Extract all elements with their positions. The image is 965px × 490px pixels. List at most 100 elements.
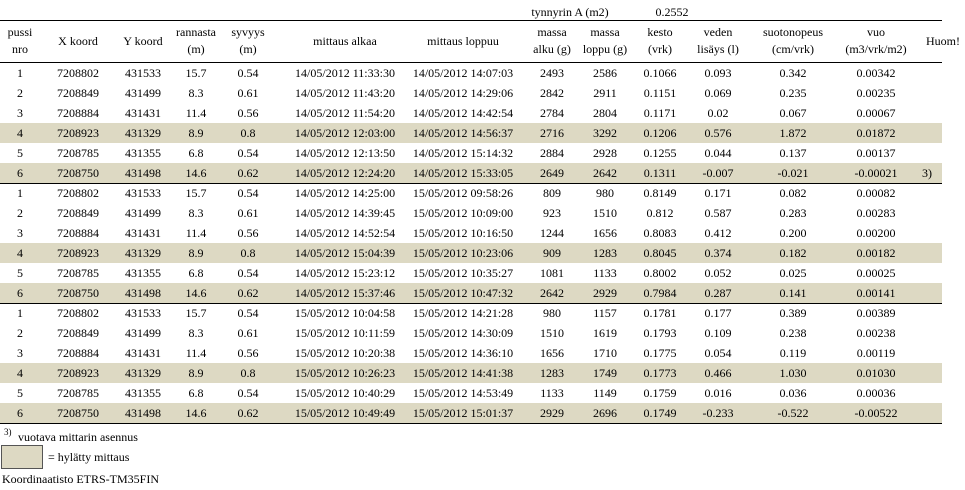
cell: 0.00200 — [856, 226, 896, 240]
cell: 1710 — [593, 346, 617, 360]
cell: 0.54 — [237, 186, 259, 200]
cell: 0.00238 — [856, 326, 896, 340]
cell: 14/05/2012 14:56:37 — [412, 126, 514, 140]
cell: 431533 — [125, 186, 161, 200]
cell: 431329 — [125, 366, 161, 380]
cell: 0.8002 — [643, 266, 677, 280]
cell: 7208884 — [57, 346, 99, 360]
cell: 0.00025 — [856, 266, 896, 280]
cell: 15/05/2012 10:40:29 — [294, 386, 396, 400]
legend-swatch — [1, 445, 43, 469]
cell: 0.036 — [779, 386, 807, 400]
cell: 0.00067 — [856, 106, 896, 120]
cell: 431498 — [125, 406, 161, 420]
cell: 14/05/2012 12:13:50 — [294, 146, 396, 160]
cell: 15/05/2012 14:30:09 — [412, 326, 514, 340]
cell: 8.3 — [188, 206, 204, 220]
cell: 1244 — [540, 226, 564, 240]
cell: 15.7 — [185, 306, 207, 320]
cell: 7208923 — [57, 366, 99, 380]
header-cell: vuo — [867, 25, 885, 39]
cell: 0.466 — [704, 366, 732, 380]
cell: 0.374 — [704, 246, 732, 260]
cell: 2696 — [593, 406, 617, 420]
header-cell: veden — [703, 25, 733, 39]
cell: 6.8 — [188, 266, 204, 280]
cell: 14/05/2012 14:07:03 — [412, 66, 514, 80]
cell: 0.56 — [237, 226, 259, 240]
cell: 15/05/2012 14:53:49 — [412, 386, 514, 400]
cell: 1283 — [540, 366, 564, 380]
cell: 0.8 — [240, 246, 256, 260]
cell: 15/05/2012 15:01:37 — [412, 406, 514, 420]
cell: 0.00082 — [856, 186, 896, 200]
cell: 7208785 — [57, 146, 99, 160]
cell: 11.4 — [185, 226, 207, 240]
header-cell: alku (g) — [533, 42, 571, 56]
cell: 809 — [543, 186, 561, 200]
barrel-label: tynnyrin A (m2) — [531, 5, 609, 19]
cell: 431431 — [125, 346, 161, 360]
cell: 0.61 — [237, 326, 259, 340]
cell: 431355 — [125, 266, 161, 280]
cell: 0.01872 — [856, 126, 896, 140]
cell: 14/05/2012 15:37:46 — [294, 286, 396, 300]
cell: 7208802 — [57, 186, 99, 200]
cell: 923 — [543, 206, 561, 220]
cell: 0.54 — [237, 386, 259, 400]
cell: 14.6 — [185, 166, 207, 180]
cell: 0.8149 — [643, 186, 677, 200]
cell: 15/05/2012 10:11:59 — [295, 326, 395, 340]
cell: 0.62 — [237, 286, 259, 300]
cell: 1656 — [593, 226, 617, 240]
cell: 0.182 — [779, 246, 807, 260]
cell: 1510 — [593, 206, 617, 220]
cell: 0.8 — [240, 126, 256, 140]
cell: 0.200 — [779, 226, 807, 240]
cell: 431499 — [125, 326, 161, 340]
cell: 1283 — [593, 246, 617, 260]
cell: 431431 — [125, 226, 161, 240]
header-cell: (vrk) — [648, 42, 672, 56]
cell: 2929 — [540, 406, 564, 420]
cell: 2884 — [540, 146, 564, 160]
header-cell: suotonopeus — [763, 25, 823, 39]
cell: 8.9 — [188, 246, 204, 260]
cell: 0.238 — [779, 326, 807, 340]
cell: 0.1793 — [643, 326, 677, 340]
cell: 14/05/2012 12:24:20 — [294, 166, 396, 180]
cell: 8.3 — [188, 86, 204, 100]
cell: 14/05/2012 14:29:06 — [412, 86, 514, 100]
cell: 0.069 — [704, 86, 732, 100]
cell: 0.00182 — [856, 246, 896, 260]
cell: 2804 — [593, 106, 617, 120]
cell: 0.02 — [707, 106, 729, 120]
cell: 3 — [17, 226, 23, 240]
cell: 2 — [17, 206, 23, 220]
cell: 0.56 — [237, 346, 259, 360]
cell: -0.522 — [777, 406, 809, 420]
cell: 431355 — [125, 146, 161, 160]
cell: 6 — [17, 286, 23, 300]
cell: 14/05/2012 15:33:05 — [412, 166, 514, 180]
cell: 15/05/2012 10:35:27 — [412, 266, 514, 280]
cell: 15/05/2012 10:26:23 — [294, 366, 396, 380]
header-cell: lisäys (l) — [697, 42, 739, 56]
cell: 0.62 — [237, 406, 259, 420]
cell: 2784 — [540, 106, 564, 120]
cell: 2928 — [593, 146, 617, 160]
cell: 0.54 — [237, 66, 259, 80]
barrel-value: 0.2552 — [655, 5, 689, 19]
rejected-row — [0, 243, 942, 263]
cell: 1749 — [593, 366, 617, 380]
cell: 0.1151 — [643, 86, 677, 100]
header-cell: mittaus alkaa — [313, 34, 377, 48]
cell: 2642 — [540, 286, 564, 300]
cell: 2586 — [593, 66, 617, 80]
group-rule — [0, 303, 942, 304]
cell: 3 — [17, 106, 23, 120]
header-cell: (m) — [187, 42, 205, 56]
cell: 2716 — [540, 126, 564, 140]
cell: -0.021 — [777, 166, 809, 180]
cell: 0.1066 — [643, 66, 677, 80]
